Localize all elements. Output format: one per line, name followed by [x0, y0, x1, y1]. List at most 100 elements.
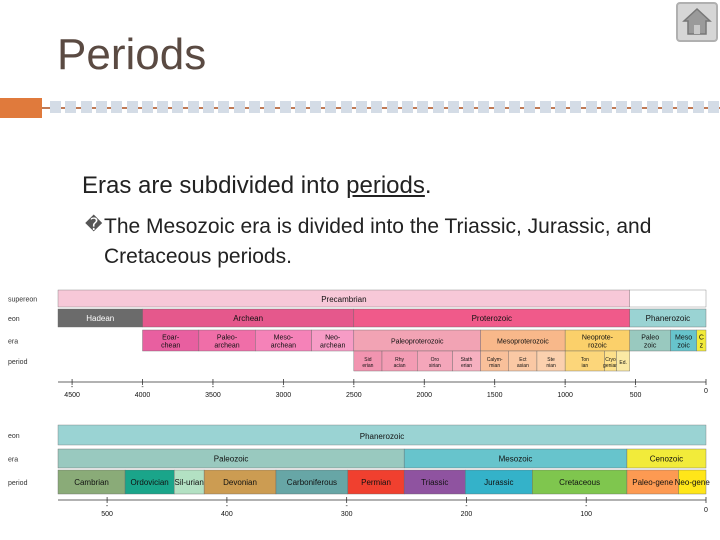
period-label: Ordovician — [131, 478, 169, 487]
title-rule-accent — [0, 98, 42, 118]
period-bar — [57, 469, 126, 495]
period-bar — [465, 469, 533, 495]
bullet-1-text: Eras are subdivided into — [82, 172, 347, 199]
tick-label: -400 — [221, 503, 233, 518]
rule-square — [356, 101, 367, 113]
era-label: Cenozoic — [650, 455, 683, 464]
rule-square — [233, 101, 245, 113]
period-label: Permian — [361, 478, 391, 487]
eon-bar — [629, 308, 707, 328]
period-label: Cambrian — [74, 478, 109, 487]
period-label: Cryo genian — [603, 357, 618, 369]
home-button[interactable] — [676, 2, 718, 42]
period-label: Ed. — [619, 360, 627, 366]
eon-label: Phanerozoic — [360, 432, 404, 441]
rule-square — [371, 101, 383, 113]
period-bar — [616, 350, 630, 372]
rule-square — [126, 101, 138, 113]
rule-square — [111, 101, 123, 113]
rule-square — [80, 101, 92, 113]
rule-square — [585, 101, 597, 113]
rule-square — [187, 101, 199, 113]
rule-square — [631, 101, 643, 113]
tick-label: -300 — [341, 503, 353, 518]
rule-square — [417, 101, 429, 113]
rule-square — [95, 101, 107, 113]
row-label-era: era — [8, 457, 18, 464]
rule-square — [264, 101, 276, 113]
rule-square — [432, 101, 444, 113]
period-label: Oro sirian — [429, 357, 441, 369]
rule-square — [524, 101, 536, 113]
rule-square — [172, 101, 184, 113]
rule-square — [310, 101, 322, 113]
era-bar — [626, 448, 707, 469]
row-label-era: era — [8, 339, 18, 346]
tick-label: -3500 — [205, 384, 221, 399]
period-label: Triassic — [421, 478, 448, 487]
rule-square — [463, 101, 475, 113]
period-bar — [275, 469, 349, 495]
rule-square — [157, 101, 169, 113]
era-label: Neoprote-rozoic — [582, 335, 614, 350]
period-label: Sil-urian — [174, 478, 203, 487]
rule-square — [616, 101, 628, 113]
period-bar — [678, 469, 707, 495]
rule-square — [478, 101, 490, 113]
bullet-1-keyword: periods — [346, 172, 425, 199]
tick-label: -4500 — [64, 384, 80, 399]
period-label: Cretaceous — [559, 478, 600, 487]
era-label: Neo-archean — [320, 335, 345, 350]
row-label-supereon: supereon — [8, 297, 37, 304]
eon-label: Proterozoic — [472, 314, 512, 323]
period-label: Ste nian — [546, 357, 556, 369]
rule-square — [279, 101, 291, 113]
tick-label: -3000 — [276, 384, 292, 399]
period-label: Devonian — [223, 478, 257, 487]
eon-bar — [57, 424, 707, 446]
tick-label: 0 — [704, 507, 708, 514]
period-label: Stath erian — [461, 357, 473, 369]
period-bar — [124, 469, 175, 495]
rule-square — [248, 101, 260, 113]
rule-square — [554, 101, 566, 113]
tick-label: -1500 — [487, 384, 503, 399]
bullet-1-end: . — [424, 172, 432, 199]
period-bar — [203, 469, 277, 495]
rule-square — [50, 101, 61, 113]
timeline-chart-precambrian: supereon eon era period Precambrian Hadean Arc… — [8, 289, 708, 399]
tick-label: -200 — [461, 503, 473, 518]
rule-square — [294, 101, 306, 113]
rule-square — [325, 101, 337, 113]
rule-square — [65, 101, 77, 113]
period-bar — [532, 469, 628, 495]
row-label-eon: eon — [8, 316, 20, 323]
era-label: Paleoproterozoic — [391, 339, 444, 346]
rule-square — [141, 101, 153, 113]
rule-square — [677, 101, 689, 113]
tick-label: -500 — [101, 503, 113, 518]
timeline-chart-phanerozoic: eon era period Phanerozoic Paleozoic Mesozoic… — [8, 424, 711, 518]
rule-square — [692, 101, 704, 113]
rule-square — [646, 101, 658, 113]
sub-bullet-marker: � — [85, 215, 103, 234]
period-label: Sid erian — [362, 357, 373, 369]
tick-label: 0 — [704, 388, 708, 395]
rule-square — [203, 101, 214, 113]
eon-label: Phanerozoic — [646, 314, 690, 323]
row-label-eon: eon — [8, 433, 20, 440]
rule-square — [493, 101, 505, 113]
period-label: Neo-gene — [675, 478, 711, 487]
bullet-1: Eras are subdivided into periods. — [82, 172, 432, 200]
tick-label: -2000 — [416, 384, 432, 399]
period-label: Ton ian — [581, 357, 589, 369]
rule-square — [401, 101, 413, 113]
rule-square — [218, 101, 230, 113]
period-bar — [626, 469, 679, 495]
page-title: Periods — [57, 30, 207, 79]
supereon-label: Precambrian — [321, 295, 366, 304]
period-label: Rhy acian — [394, 357, 406, 369]
